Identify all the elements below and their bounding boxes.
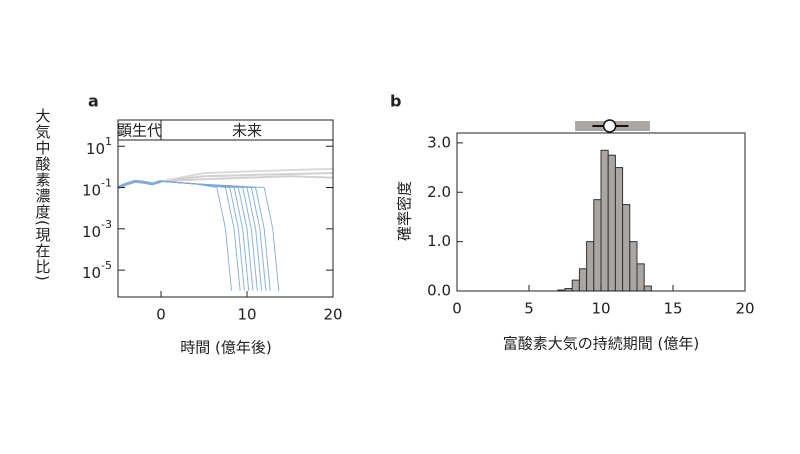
x-tick-label: 20	[323, 306, 342, 324]
y-tick-label: 1.0	[427, 232, 451, 250]
y-tick-label: 3.0	[427, 133, 451, 151]
x-tick-label: 0	[156, 306, 166, 324]
y-tick-label: 101	[86, 135, 112, 158]
trajectory	[160, 180, 263, 291]
y-axis-label: 確率密度	[396, 181, 414, 241]
trajectory	[160, 180, 250, 291]
trajectory	[160, 175, 333, 183]
x-tick-label: 10	[591, 300, 610, 318]
trajectory	[160, 180, 233, 291]
histogram-bar	[629, 241, 638, 292]
trajectory	[118, 179, 162, 189]
period-label: 未来	[232, 122, 262, 140]
x-tick-label: 0	[452, 300, 462, 318]
x-axis-label: 富酸素大気の持続期間 (億年)	[503, 335, 699, 353]
histogram-bar	[607, 154, 616, 292]
trajectory	[160, 172, 333, 183]
histogram-bar	[600, 149, 609, 292]
x-tick-label: 20	[735, 300, 754, 318]
frame	[117, 119, 334, 298]
y-tick-label: 2.0	[427, 183, 451, 201]
y-tick-label: 10-1	[82, 177, 112, 200]
y-axis-label: 大気中酸素濃度(現在比)	[34, 108, 52, 282]
x-tick-label: 10	[237, 306, 256, 324]
plot-lines	[118, 167, 333, 291]
median-marker	[602, 119, 617, 133]
histogram-bar	[578, 268, 588, 292]
histogram-bar	[643, 285, 652, 292]
trajectory	[160, 180, 245, 291]
histogram-bar	[586, 241, 595, 292]
histogram-bar	[622, 204, 631, 292]
x-axis-label: 時間 (億年後)	[180, 339, 271, 357]
trajectory	[160, 180, 267, 291]
period-label: 顕生代	[117, 122, 162, 140]
trajectory	[160, 167, 333, 183]
trajectory	[160, 180, 280, 291]
y-tick-label: 10-3	[82, 218, 112, 241]
trajectory	[160, 180, 241, 291]
y-tick-label: 0.0	[427, 282, 451, 300]
histogram-bar	[614, 167, 624, 292]
histogram-bar	[571, 279, 580, 292]
panel-label: a	[88, 92, 99, 111]
histogram-bar	[636, 263, 645, 292]
x-tick-label: 5	[524, 300, 534, 318]
y-tick-label: 10-5	[82, 259, 112, 282]
panel-label: b	[390, 92, 401, 111]
x-tick-label: 15	[663, 300, 682, 318]
histogram-bar	[593, 199, 602, 292]
